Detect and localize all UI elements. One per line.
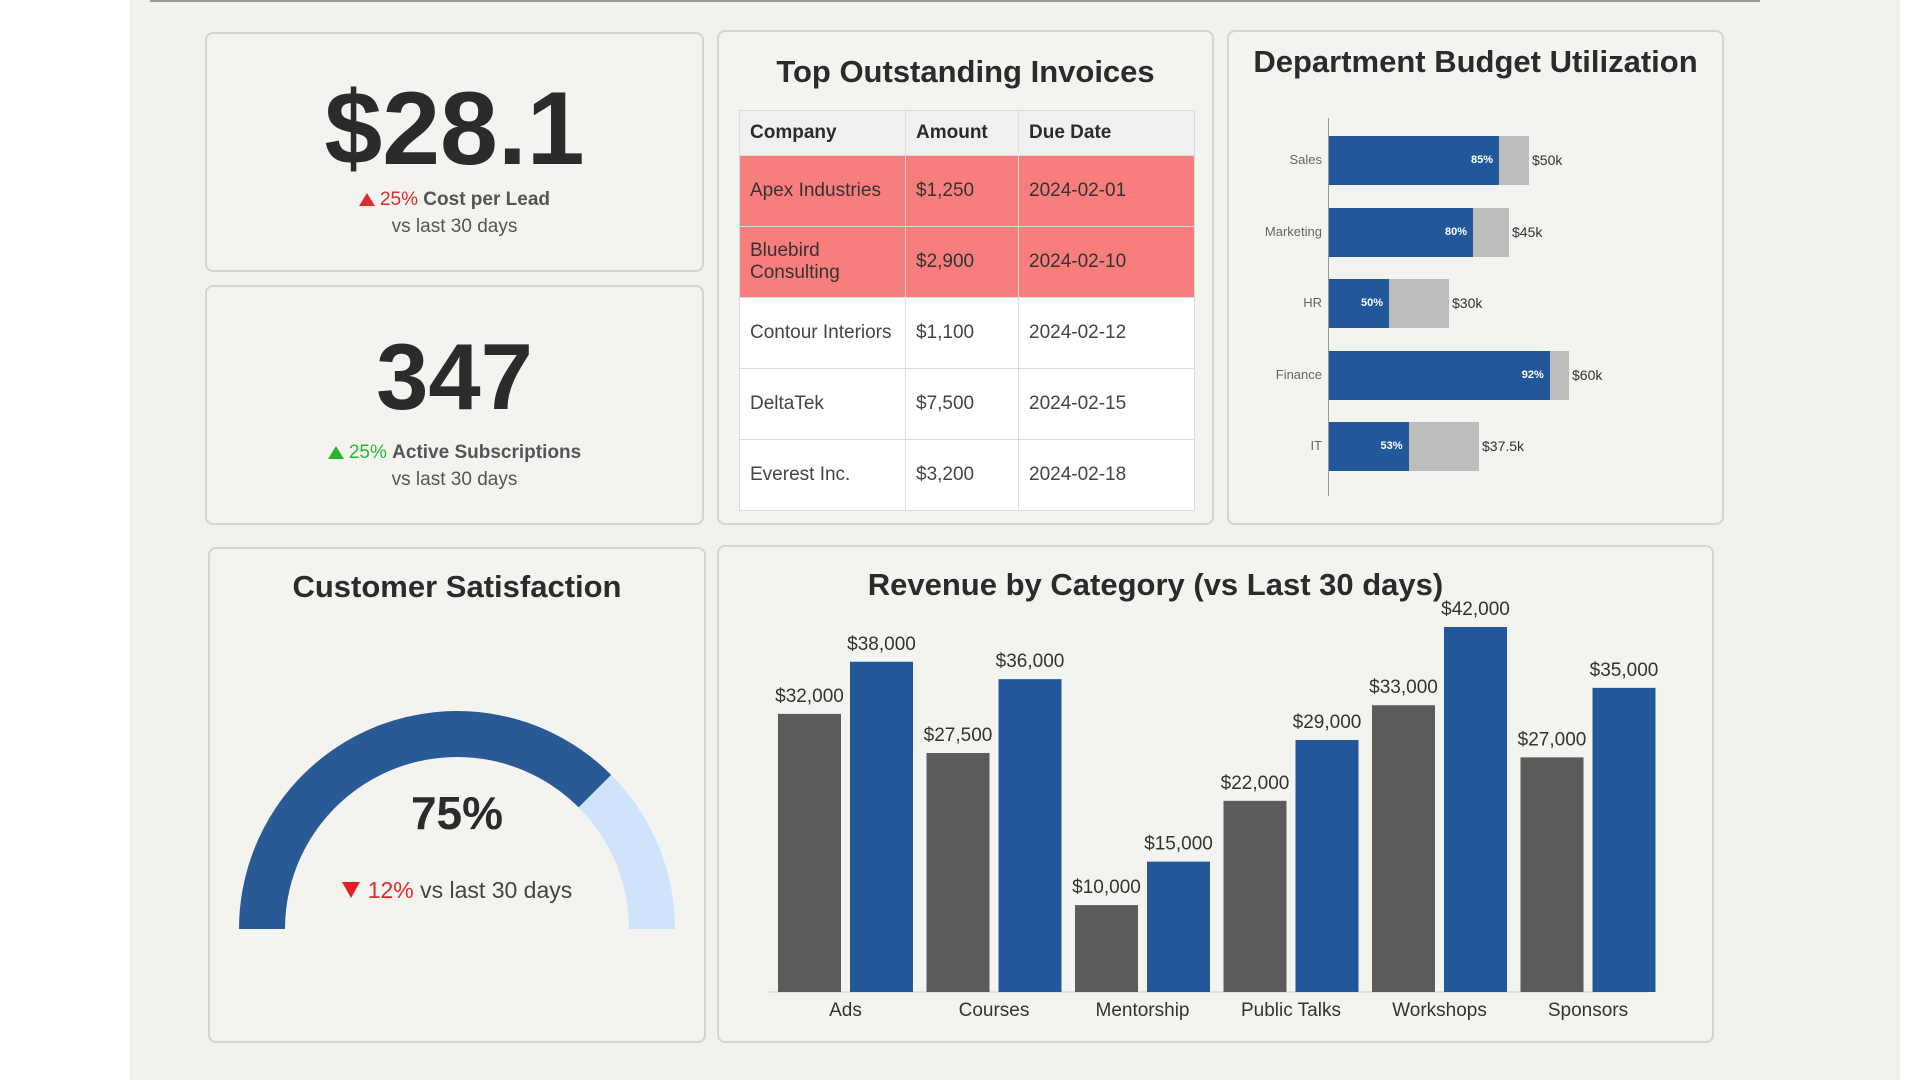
- revenue-category-label: Workshops: [1392, 1000, 1487, 1021]
- kpi-active-subscriptions-value: 347: [207, 327, 702, 427]
- budget-total-label: $45k: [1512, 224, 1542, 240]
- revenue-bar: [1224, 801, 1287, 992]
- kpi-cost-per-lead-period: vs last 30 days: [207, 216, 702, 238]
- invoices-title: Top Outstanding Invoices: [719, 54, 1212, 90]
- revenue-bar: [927, 753, 990, 992]
- kpi-cost-per-lead-value: $28.1: [207, 74, 702, 184]
- table-row[interactable]: Bluebird Consulting $2,900 2024-02-10: [740, 227, 1195, 298]
- trend-up-icon: [328, 446, 344, 459]
- revenue-value-label: $33,000: [1369, 677, 1438, 698]
- trend-up-icon: [359, 193, 375, 206]
- revenue-value-label: $35,000: [1590, 660, 1659, 681]
- revenue-value-label: $27,000: [1518, 729, 1587, 750]
- revenue-bar: [1593, 688, 1656, 992]
- budget-pct-label: 92%: [1522, 369, 1544, 381]
- column-header-due-date: Due Date: [1019, 111, 1195, 156]
- revenue-category-label: Mentorship: [1096, 1000, 1190, 1021]
- kpi-cost-per-lead-card: $28.1 25% Cost per Lead vs last 30 days: [205, 32, 704, 272]
- table-row[interactable]: DeltaTek $7,500 2024-02-15: [740, 369, 1195, 440]
- satisfaction-period: vs last 30 days: [420, 877, 572, 903]
- budget-bar-used: [1329, 351, 1550, 400]
- kpi-cost-per-lead-change: 25% Cost per Lead: [207, 189, 702, 211]
- revenue-bar: [1075, 905, 1138, 992]
- cell-company: Bluebird Consulting: [740, 227, 906, 298]
- satisfaction-change-pct: 12%: [368, 877, 414, 903]
- budget-total-label: $60k: [1572, 367, 1602, 383]
- revenue-bar: [850, 662, 913, 992]
- cell-amount: $2,900: [906, 227, 1019, 298]
- revenue-bar: [1296, 740, 1359, 992]
- cell-company: DeltaTek: [740, 369, 906, 440]
- budget-category-label: HR: [1242, 295, 1322, 310]
- revenue-value-label: $38,000: [847, 634, 916, 655]
- kpi-active-subscriptions-pct: 25%: [349, 442, 387, 463]
- revenue-value-label: $15,000: [1144, 834, 1213, 855]
- cell-amount: $1,100: [906, 298, 1019, 369]
- revenue-category-label: Courses: [959, 1000, 1030, 1021]
- cell-due-date: 2024-02-12: [1019, 298, 1195, 369]
- budget-total-label: $37.5k: [1482, 438, 1524, 454]
- kpi-active-subscriptions-card: 347 25% Active Subscriptions vs last 30 …: [205, 285, 704, 525]
- cell-due-date: 2024-02-18: [1019, 440, 1195, 511]
- budget-category-label: Finance: [1242, 367, 1322, 382]
- revenue-card: Revenue by Category (vs Last 30 days) $3…: [717, 545, 1714, 1043]
- kpi-cost-per-lead-pct: 25%: [380, 189, 418, 210]
- cell-due-date: 2024-02-10: [1019, 227, 1195, 298]
- revenue-value-label: $36,000: [996, 651, 1065, 672]
- budget-card: Department Budget Utilization Sales 85% $5…: [1227, 30, 1724, 525]
- revenue-category-label: Ads: [829, 1000, 862, 1021]
- revenue-value-label: $22,000: [1221, 773, 1290, 794]
- column-header-company: Company: [740, 111, 906, 156]
- cell-amount: $3,200: [906, 440, 1019, 511]
- revenue-value-label: $42,000: [1441, 599, 1510, 620]
- satisfaction-change: 12% vs last 30 days: [210, 877, 704, 904]
- revenue-chart: $32,000 $38,000 Ads $27,500 $36,000 Courses $1…: [719, 547, 1712, 1041]
- budget-pct-label: 53%: [1381, 440, 1403, 452]
- revenue-value-label: $29,000: [1293, 712, 1362, 733]
- cell-due-date: 2024-02-15: [1019, 369, 1195, 440]
- column-header-amount: Amount: [906, 111, 1019, 156]
- cell-company: Apex Industries: [740, 156, 906, 227]
- revenue-value-label: $10,000: [1072, 877, 1141, 898]
- revenue-category-label: Public Talks: [1241, 1000, 1341, 1021]
- kpi-active-subscriptions-metric: Active Subscriptions: [392, 442, 581, 463]
- table-header-row: Company Amount Due Date: [740, 111, 1195, 156]
- revenue-value-label: $27,500: [924, 725, 993, 746]
- budget-pct-label: 85%: [1471, 154, 1493, 166]
- table-row[interactable]: Apex Industries $1,250 2024-02-01: [740, 156, 1195, 227]
- satisfaction-card: Customer Satisfaction 75% 12% vs last 30…: [208, 547, 706, 1043]
- kpi-active-subscriptions-period: vs last 30 days: [207, 469, 702, 491]
- budget-total-label: $30k: [1452, 295, 1482, 311]
- revenue-bar: [1521, 757, 1584, 992]
- budget-pct-label: 50%: [1361, 297, 1383, 309]
- cell-amount: $7,500: [906, 369, 1019, 440]
- kpi-active-subscriptions-change: 25% Active Subscriptions: [207, 442, 702, 464]
- cell-due-date: 2024-02-01: [1019, 156, 1195, 227]
- revenue-bar: [1147, 862, 1210, 992]
- budget-category-label: Marketing: [1242, 224, 1322, 239]
- cell-company: Contour Interiors: [740, 298, 906, 369]
- cell-company: Everest Inc.: [740, 440, 906, 511]
- table-row[interactable]: Everest Inc. $3,200 2024-02-18: [740, 440, 1195, 511]
- invoices-table: Company Amount Due Date Apex Industries …: [739, 110, 1195, 511]
- budget-chart: Sales 85% $50k Marketing 80% $45k HR 50% $30k Fin…: [1229, 32, 1722, 523]
- kpi-cost-per-lead-metric: Cost per Lead: [423, 189, 550, 210]
- revenue-bar: [778, 714, 841, 992]
- budget-total-label: $50k: [1532, 152, 1562, 168]
- table-row[interactable]: Contour Interiors $1,100 2024-02-12: [740, 298, 1195, 369]
- top-divider: [150, 0, 1760, 2]
- revenue-bar: [999, 679, 1062, 992]
- revenue-value-label: $32,000: [775, 686, 844, 707]
- budget-pct-label: 80%: [1445, 226, 1467, 238]
- satisfaction-title: Customer Satisfaction: [210, 569, 704, 605]
- satisfaction-value: 75%: [210, 786, 704, 840]
- invoices-card: Top Outstanding Invoices Company Amount …: [717, 30, 1214, 525]
- revenue-bar: [1444, 627, 1507, 992]
- cell-amount: $1,250: [906, 156, 1019, 227]
- revenue-bar: [1372, 705, 1435, 992]
- budget-category-label: Sales: [1242, 152, 1322, 167]
- budget-category-label: IT: [1242, 438, 1322, 453]
- revenue-category-label: Sponsors: [1548, 1000, 1628, 1021]
- trend-down-icon: [342, 882, 360, 898]
